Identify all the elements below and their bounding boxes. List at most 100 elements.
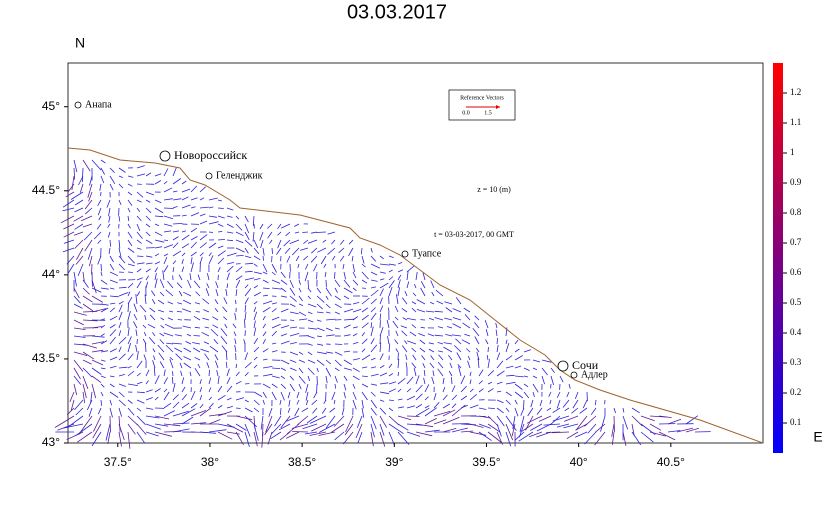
- current-arrow: [356, 415, 363, 429]
- current-arrow: [91, 375, 102, 383]
- current-arrow: [415, 431, 433, 437]
- current-arrow: [195, 311, 201, 313]
- current-arrow: [543, 423, 561, 426]
- current-arrow: [262, 348, 269, 353]
- current-arrow: [89, 255, 93, 267]
- current-arrow: [127, 199, 133, 206]
- current-arrow: [144, 314, 147, 321]
- current-arrow: [118, 321, 122, 329]
- current-arrow: [355, 423, 363, 439]
- current-arrow: [192, 342, 201, 345]
- current-arrow: [154, 253, 160, 257]
- current-arrow: [496, 415, 505, 427]
- current-arrow: [452, 317, 462, 321]
- current-arrow: [215, 360, 219, 369]
- current-arrow: [425, 310, 435, 313]
- current-arrow: [109, 167, 115, 173]
- current-arrow: [361, 354, 371, 361]
- current-arrow: [304, 271, 309, 282]
- current-arrow: [463, 307, 471, 313]
- current-arrow: [84, 239, 93, 252]
- current-arrow: [361, 338, 368, 345]
- current-arrow: [253, 431, 258, 447]
- current-arrow: [379, 382, 389, 385]
- current-arrow: [100, 340, 108, 345]
- current-arrow: [127, 271, 133, 273]
- current-arrow: [325, 334, 335, 337]
- current-arrow: [244, 231, 250, 241]
- current-arrow: [217, 199, 222, 202]
- current-arrow: [160, 325, 165, 329]
- current-arrow: [394, 305, 399, 313]
- current-arrow: [348, 239, 354, 245]
- current-arrow: [304, 263, 309, 270]
- current-arrow: [145, 268, 151, 273]
- current-arrow: [73, 167, 76, 180]
- current-arrow: [424, 405, 430, 409]
- current-arrow: [379, 365, 385, 369]
- current-arrow: [466, 348, 471, 353]
- current-arrow: [437, 361, 444, 369]
- current-arrow: [433, 410, 451, 417]
- current-arrow: [195, 291, 201, 297]
- current-arrow: [199, 394, 203, 401]
- current-arrow: [262, 339, 266, 345]
- current-arrow: [280, 333, 288, 337]
- current-arrow: [217, 207, 224, 209]
- current-arrow: [201, 331, 210, 337]
- current-arrow: [109, 307, 115, 313]
- current-arrow: [190, 410, 207, 417]
- current-arrow: [280, 287, 287, 293]
- current-arrow: [226, 423, 244, 433]
- current-arrow: [217, 239, 226, 241]
- current-arrow: [90, 391, 93, 404]
- current-arrow: [388, 280, 395, 289]
- current-arrow: [388, 399, 394, 401]
- current-arrow: [232, 323, 237, 329]
- colorbar-tick-label: 0.9: [790, 177, 802, 187]
- current-arrow: [109, 337, 116, 345]
- current-arrow: [685, 427, 700, 433]
- current-arrow: [291, 423, 309, 429]
- current-arrow: [182, 325, 192, 329]
- current-arrow: [234, 338, 237, 345]
- current-arrow: [289, 351, 299, 356]
- current-arrow: [97, 407, 102, 415]
- current-arrow: [613, 415, 615, 433]
- current-arrow: [289, 279, 294, 289]
- current-arrow: [100, 307, 109, 313]
- current-arrow: [339, 239, 345, 245]
- current-arrow: [172, 422, 190, 425]
- current-arrow: [388, 381, 397, 385]
- current-arrow: [370, 407, 377, 416]
- current-arrow: [215, 281, 219, 289]
- current-arrow: [343, 391, 346, 399]
- current-arrow: [348, 247, 354, 257]
- current-arrow: [181, 230, 187, 233]
- current-arrow: [136, 291, 141, 297]
- current-arrow: [75, 423, 93, 437]
- current-arrow: [100, 350, 109, 353]
- current-arrow: [405, 354, 408, 361]
- current-arrow: [208, 255, 214, 265]
- y-axis-label: N: [75, 35, 85, 51]
- current-arrow: [370, 279, 378, 282]
- current-arrow: [169, 356, 174, 361]
- current-arrow: [352, 367, 360, 373]
- current-arrow: [172, 428, 190, 433]
- current-arrow: [622, 431, 627, 446]
- current-arrow: [514, 391, 524, 399]
- current-arrow: [352, 341, 359, 345]
- current-arrow: [424, 418, 437, 425]
- current-arrow: [298, 351, 304, 355]
- current-arrow: [397, 269, 404, 273]
- current-arrow: [397, 415, 412, 421]
- current-arrow: [235, 231, 244, 237]
- current-arrow: [523, 375, 529, 378]
- current-arrow: [136, 407, 142, 412]
- current-arrow: [563, 423, 579, 429]
- current-arrow: [464, 314, 471, 321]
- current-arrow: [181, 234, 190, 241]
- current-arrow: [181, 196, 189, 201]
- current-arrow: [127, 342, 131, 353]
